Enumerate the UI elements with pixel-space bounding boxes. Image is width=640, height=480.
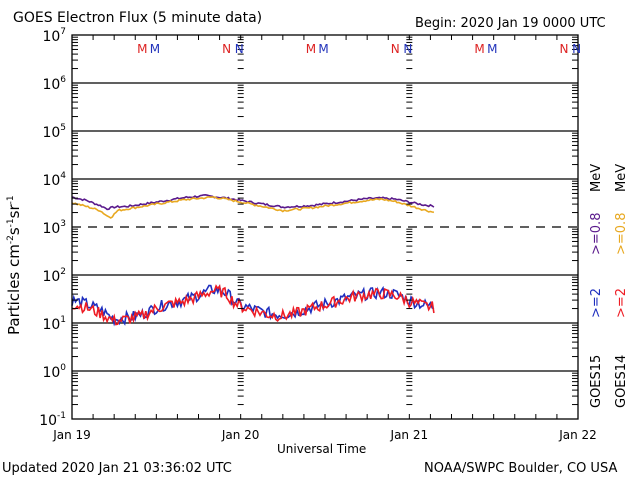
legend-goes15-08mev-label: >=0.8: [589, 212, 604, 255]
legend-goes14-08mev-label: >=0.8: [614, 212, 629, 255]
x-tick-label: Jan 19: [52, 428, 91, 442]
legend-unit-goes14-label: MeV: [614, 163, 629, 192]
series-goes15-2-mev: [71, 284, 435, 327]
y-tick-label: 100: [42, 363, 66, 381]
y-tick-label: 10-1: [39, 411, 66, 429]
grid-lines: [72, 82, 578, 372]
y-tick-label: 106: [42, 75, 66, 93]
legend-goes15: GOES15: [589, 355, 604, 408]
series-goes15-0-8-mev: [71, 193, 435, 211]
legend-unit-goes15-label: MeV: [589, 163, 604, 192]
legend-goes15-08mev: >=0.8: [589, 213, 604, 255]
legend-unit-goes15: MeV: [589, 164, 604, 192]
x-tick-label: Jan 20: [221, 428, 260, 442]
y-tick-label: 104: [42, 171, 66, 189]
x-tick-label: Jan 21: [390, 428, 429, 442]
noon-marker: N: [572, 42, 581, 56]
y-tick-label: 102: [42, 267, 66, 285]
y-axis-label: Particles cm-2s-1sr-1: [5, 195, 23, 335]
midnight-marker: M: [137, 42, 147, 56]
midnight-marker: M: [306, 42, 316, 56]
noon-marker: N: [235, 42, 244, 56]
noon-marker: N: [222, 42, 231, 56]
midnight-marker: M: [487, 42, 497, 56]
legend-goes15-2mev-label: >=2: [589, 287, 604, 318]
legend-goes15-2mev: >=2: [589, 288, 604, 318]
legend-unit-goes14: MeV: [614, 164, 629, 192]
chart-title: GOES Electron Flux (5 minute data): [13, 10, 263, 26]
noon-marker: N: [391, 42, 400, 56]
series-goes14-2-mev: [71, 284, 435, 326]
begin-time-label: Begin: 2020 Jan 19 0000 UTC: [415, 16, 606, 31]
plot-border: [71, 34, 579, 420]
y-tick-label: 101: [42, 315, 66, 333]
legend-goes14-label: GOES14: [614, 354, 629, 408]
midnight-marker: M: [318, 42, 328, 56]
legend-goes15-label: GOES15: [589, 354, 604, 408]
midnight-marker: M: [150, 42, 160, 56]
legend-goes14-2mev-label: >=2: [614, 287, 629, 318]
plot-frame: [71, 34, 579, 420]
series-goes14-0-8-mev: [71, 196, 435, 219]
series-layer: [71, 193, 435, 327]
y-axis-label-text: Particles cm-2s-1sr-1: [5, 195, 23, 335]
legend-goes14-2mev: >=2: [614, 288, 629, 318]
x-axis-title: Universal Time: [277, 442, 367, 456]
legend-goes14: GOES14: [614, 355, 629, 408]
noon-marker: N: [403, 42, 412, 56]
y-tick-label: 103: [42, 219, 66, 237]
y-tick-label: 105: [42, 123, 66, 141]
x-tick-label: Jan 22: [558, 428, 597, 442]
y-tick-label: 107: [42, 27, 66, 45]
legend-goes14-08mev: >=0.8: [614, 213, 629, 255]
source-credit: NOAA/SWPC Boulder, CO USA: [424, 461, 618, 476]
axis-ticks: [71, 35, 579, 419]
updated-timestamp: Updated 2020 Jan 21 03:36:02 UTC: [2, 461, 232, 476]
noon-marker: N: [559, 42, 568, 56]
midnight-marker: M: [474, 42, 484, 56]
